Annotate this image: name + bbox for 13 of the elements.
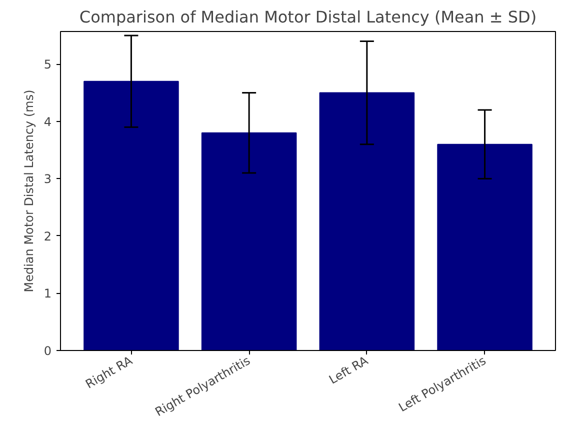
bar [201,132,297,350]
bar [84,80,179,350]
y-tick-label: 0 [44,344,52,358]
x-tick-label: Left RA [326,353,372,387]
y-tick-label: 2 [44,229,52,244]
y-tick-label: 1 [44,286,52,301]
y-axis-title: Median Motor Distal Latency (ms) [22,90,36,292]
y-tick-label: 5 [44,58,52,72]
y-tick-label: 3 [44,172,52,186]
y-tick-label: 4 [44,114,52,129]
bar [319,92,415,350]
bar [437,144,532,350]
chart-title: Comparison of Median Motor Distal Latency (Mean ± SD) [79,8,537,26]
